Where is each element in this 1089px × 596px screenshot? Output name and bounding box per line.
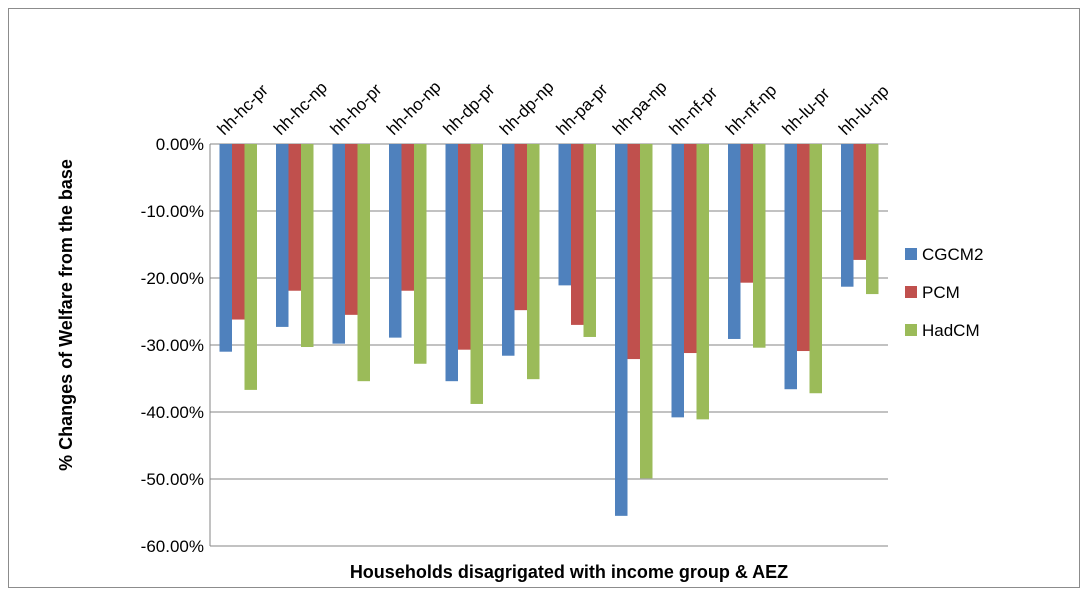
bar-pcm-hh-hc-np [288, 144, 301, 291]
bar-hadcm-hh-nf-pr [696, 144, 709, 420]
bar-cgcm2-hh-pa-pr [558, 144, 571, 286]
bar-pcm-hh-nf-pr [684, 144, 697, 354]
legend-label-hadcm: HadCM [922, 321, 980, 340]
y-tick-label: -60.00% [141, 537, 204, 556]
bar-hadcm-hh-lu-np [866, 144, 879, 295]
bar-pcm-hh-hc-pr [232, 144, 245, 320]
bar-hadcm-hh-ho-pr [357, 144, 370, 382]
category-label: hh-ho-np [383, 77, 445, 139]
y-tick-label: 0.00% [156, 135, 204, 154]
bar-cgcm2-hh-hc-pr [219, 144, 232, 352]
category-labels: hh-hc-prhh-hc-nphh-ho-prhh-ho-nphh-dp-pr… [214, 77, 893, 139]
y-tick-label: -40.00% [141, 403, 204, 422]
y-tick-label: -50.00% [141, 470, 204, 489]
bar-cgcm2-hh-dp-np [502, 144, 515, 356]
legend-label-pcm: PCM [922, 283, 960, 302]
bar-hadcm-hh-nf-np [753, 144, 766, 348]
bar-pcm-hh-ho-np [401, 144, 414, 291]
bar-cgcm2-hh-hc-np [276, 144, 289, 327]
legend-swatch-hadcm [905, 324, 917, 336]
category-label: hh-pa-pr [553, 80, 612, 139]
bar-pcm-hh-nf-np [740, 144, 753, 283]
bar-hadcm-hh-dp-np [527, 144, 540, 380]
bar-cgcm2-hh-lu-np [841, 144, 854, 287]
category-label: hh-dp-np [496, 77, 558, 139]
category-label: hh-nf-np [722, 81, 780, 139]
y-tick-labels: 0.00% -10.00% -20.00% -30.00% -40.00% -50.00%… [141, 135, 204, 556]
bar-hadcm-hh-hc-np [301, 144, 314, 348]
category-label: hh-lu-pr [779, 84, 834, 139]
category-label: hh-nf-pr [666, 83, 722, 139]
bar-cgcm2-hh-ho-np [389, 144, 402, 338]
legend-swatch-cgcm2 [905, 248, 917, 260]
bar-hadcm-hh-ho-np [414, 144, 427, 364]
bar-pcm-hh-ho-pr [345, 144, 358, 315]
bar-pcm-hh-lu-pr [797, 144, 810, 352]
y-tick-label: -20.00% [141, 269, 204, 288]
bar-pcm-hh-pa-np [627, 144, 640, 360]
legend-label-cgcm2: CGCM2 [922, 245, 983, 264]
x-axis-title: Households disagrigated with income grou… [350, 562, 788, 582]
bar-hadcm-hh-hc-pr [244, 144, 257, 390]
category-label: hh-hc-np [270, 78, 331, 139]
bars [219, 144, 879, 516]
bar-pcm-hh-lu-np [853, 144, 866, 260]
bar-cgcm2-hh-ho-pr [332, 144, 345, 344]
y-axis-title: % Changes of Welfare from the base [56, 159, 76, 471]
bar-cgcm2-hh-dp-pr [445, 144, 458, 382]
category-label: hh-pa-np [609, 77, 671, 139]
bar-cgcm2-hh-nf-np [728, 144, 741, 339]
bar-cgcm2-hh-lu-pr [784, 144, 797, 390]
bar-pcm-hh-pa-pr [571, 144, 584, 325]
bar-hadcm-hh-dp-pr [470, 144, 483, 404]
legend: CGCM2 PCM HadCM [905, 245, 983, 340]
bar-hadcm-hh-lu-pr [809, 144, 822, 394]
chart-frame [8, 8, 1080, 588]
bar-pcm-hh-dp-pr [458, 144, 471, 350]
category-label: hh-ho-pr [327, 80, 386, 139]
bar-pcm-hh-dp-np [514, 144, 527, 311]
bar-hadcm-hh-pa-pr [583, 144, 596, 337]
category-label: hh-hc-pr [214, 80, 272, 138]
gridlines [210, 143, 888, 547]
legend-swatch-pcm [905, 286, 917, 298]
bar-hadcm-hh-pa-np [640, 144, 653, 479]
category-label: hh-dp-pr [440, 80, 499, 139]
y-tick-label: -30.00% [141, 336, 204, 355]
bar-cgcm2-hh-pa-np [615, 144, 628, 516]
bar-cgcm2-hh-nf-pr [671, 144, 684, 418]
y-tick-label: -10.00% [141, 202, 204, 221]
category-label: hh-lu-np [835, 81, 893, 139]
